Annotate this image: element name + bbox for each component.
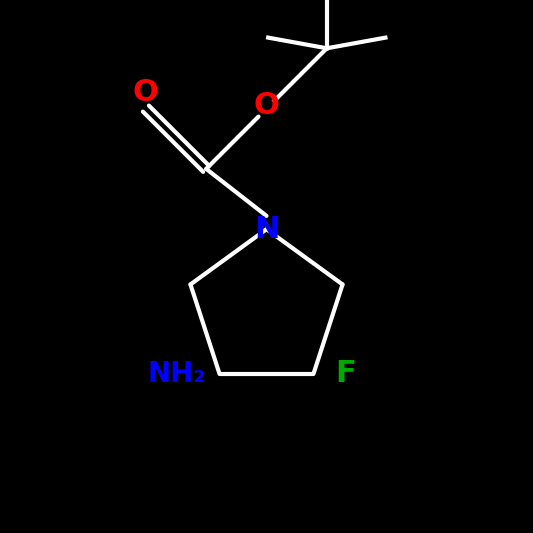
Text: N: N xyxy=(254,215,279,244)
Text: O: O xyxy=(254,92,279,120)
Text: O: O xyxy=(133,78,159,107)
Text: F: F xyxy=(335,359,356,389)
Text: NH₂: NH₂ xyxy=(148,360,206,388)
